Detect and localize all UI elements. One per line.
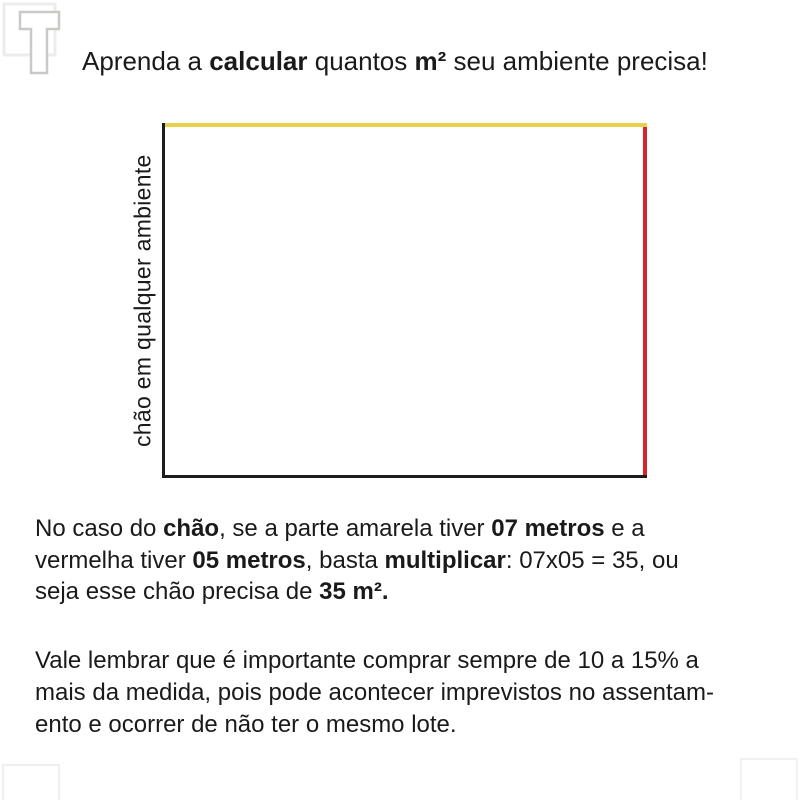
decor-square-bottom-left	[2, 764, 60, 800]
title-segment: Aprenda a	[82, 46, 210, 76]
decor-square-bottom-right	[740, 758, 798, 800]
diagram-vertical-label: chão em qualquer ambiente	[129, 154, 156, 447]
bottom-black-edge	[162, 475, 647, 478]
p1-segment: No caso do	[35, 515, 164, 542]
p1-segment-bold: 05 metros	[192, 546, 306, 574]
title-segment-bold: m²	[414, 46, 447, 76]
p1-segment: e a	[604, 515, 645, 542]
p2-line: Vale lembrar que é importante comprar se…	[35, 647, 699, 674]
title-segment-bold: calcular	[209, 46, 308, 76]
p2-line: mais da medida, pois pode acontecer impr…	[35, 679, 715, 706]
left-black-edge	[162, 123, 165, 478]
p1-segment-bold: multiplicar	[384, 546, 506, 574]
title-segment: quantos	[307, 46, 415, 76]
p1-segment-bold: chão	[163, 515, 220, 542]
tip-paragraph: Vale lembrar que é importante comprar se…	[35, 645, 780, 741]
page-title: Aprenda a calcular quantos m² seu ambien…	[82, 44, 708, 78]
red-length-edge	[643, 124, 647, 478]
p1-segment: , se a parte amarela tiver	[219, 515, 492, 542]
p1-segment: : 07x05 = 35, ou	[505, 546, 679, 574]
explanation-paragraph: No caso do chão, se a parte amarela tive…	[35, 513, 780, 608]
p1-segment: vermelha tiver	[35, 546, 193, 574]
p1-segment: , basta	[305, 546, 385, 574]
p1-segment: seja esse chão precisa de	[35, 578, 320, 605]
t-logo-icon	[2, 2, 61, 75]
yellow-width-edge	[162, 123, 647, 127]
p2-line: ento e ocorrer de não ter o mesmo lote.	[35, 711, 457, 738]
brand-logo	[0, 0, 82, 82]
p1-segment-bold: 35 m².	[319, 578, 389, 605]
title-segment: seu ambiente precisa!	[446, 46, 708, 76]
p1-segment-bold: 07 metros	[491, 515, 605, 542]
